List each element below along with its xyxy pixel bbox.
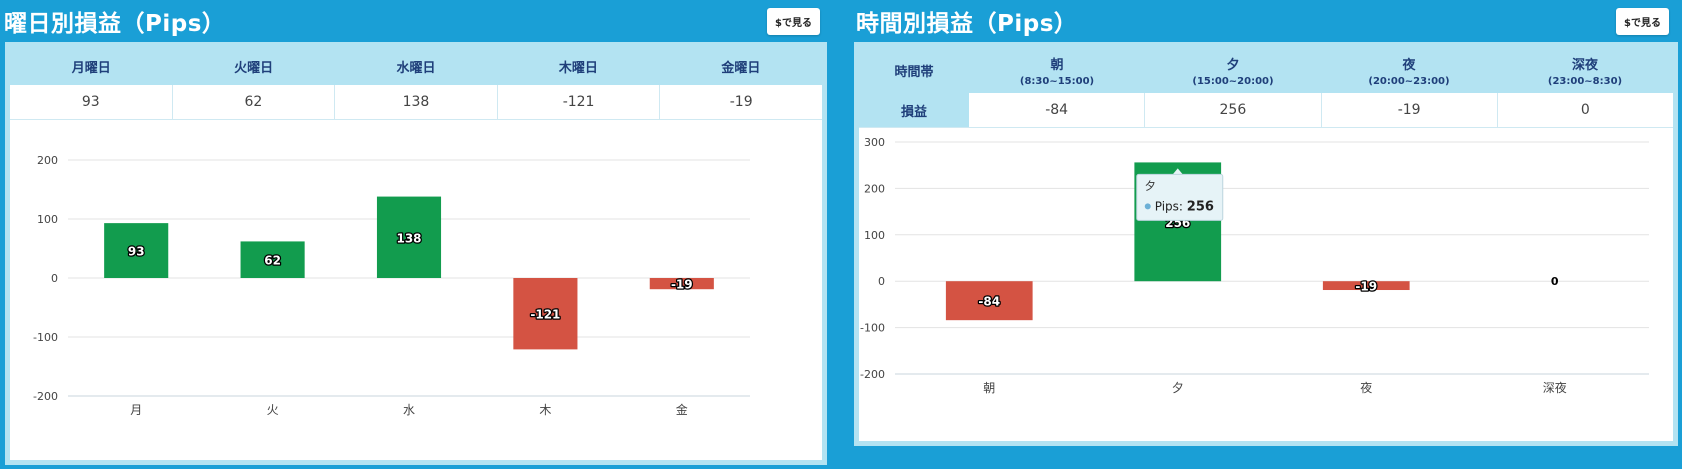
time-tooltip-series: Pips: 256 <box>1155 199 1214 214</box>
time-category-label: 夜 <box>1360 380 1372 395</box>
time-th-morning: 朝 (8:30~15:00) <box>969 47 1145 93</box>
weekday-bar[interactable] <box>376 196 442 278</box>
time-tooltip-marker-icon <box>1144 203 1151 210</box>
time-bar[interactable] <box>945 281 1033 321</box>
weekday-bar[interactable] <box>649 278 714 290</box>
weekday-th-wed: 水曜日 <box>396 60 436 76</box>
weekday-title: 曜日別損益（Pips） <box>4 11 226 37</box>
weekday-category-label: 水 <box>403 403 415 417</box>
time-value-morning: -84 <box>969 93 1146 127</box>
time-th-morning-label: 朝 <box>1050 57 1064 73</box>
time-bar[interactable] <box>1322 281 1410 291</box>
weekday-table-header: 月曜日 火曜日 水曜日 木曜日 金曜日 <box>10 47 822 85</box>
time-value-night: -19 <box>1322 93 1498 127</box>
weekday-category-label: 金 <box>676 402 688 417</box>
time-th-morning-range: (8:30~15:00) <box>1019 75 1095 87</box>
time-table-row: 損益 -84 256 -19 0 <box>859 93 1673 128</box>
time-th-evening-range: (15:00~20:00) <box>1192 75 1274 87</box>
time-tooltip-arrow <box>1172 168 1183 175</box>
weekday-ytick-label: -200 <box>33 390 58 403</box>
time-tooltip: 夕 Pips: 256 <box>1136 168 1224 221</box>
weekday-value-tue: 62 <box>173 85 336 119</box>
time-th-night-label: 夜 <box>1402 57 1416 73</box>
time-tooltip-box <box>1136 173 1224 221</box>
weekday-header: 曜日別損益（Pips） $で見る <box>0 0 830 42</box>
time-th-night-range: (20:00~23:00) <box>1368 75 1450 87</box>
weekday-bar[interactable] <box>240 241 305 278</box>
weekday-data-label: 93 <box>128 245 145 259</box>
weekday-category-label: 木 <box>539 403 551 417</box>
weekday-value-wed: 138 <box>335 85 498 119</box>
weekday-data-label: 138 <box>396 231 421 245</box>
time-th-latenight-range: (23:00~8:30) <box>1547 75 1623 87</box>
weekday-category-label: 火 <box>267 403 279 417</box>
time-tooltip-title: 夕 <box>1145 179 1156 192</box>
time-data-label: -84 <box>978 295 1000 309</box>
time-dollar-button[interactable]: $で見る <box>1616 8 1669 35</box>
weekday-bar[interactable] <box>104 223 169 278</box>
time-value-evening: 256 <box>1145 93 1322 127</box>
time-th-rowhead: 時間帯 <box>894 64 934 80</box>
time-th-latenight: 深夜 (23:00~8:30) <box>1497 47 1673 93</box>
time-category-label: 夕 <box>1172 381 1184 395</box>
weekday-ytick-label: 100 <box>37 213 58 226</box>
time-title: 時間別損益（Pips） <box>856 11 1078 37</box>
time-tooltip-value: 256 <box>1187 199 1214 214</box>
time-ytick-label: 300 <box>864 136 885 149</box>
time-card: 時間帯 朝 (8:30~15:00) 夕 (15:00~20:00) 夜 (20… <box>854 42 1678 446</box>
time-header: 時間別損益（Pips） $で見る <box>852 0 1682 42</box>
time-value-latenight: 0 <box>1580 102 1590 118</box>
weekday-value-thu: -121 <box>498 85 661 119</box>
weekday-chart: 200 100 0 -100 -200 93 月 62 火 138 水 -121 木 -19 金 <box>33 154 750 417</box>
weekday-value-mon: 93 <box>10 85 173 119</box>
weekday-data-label: -121 <box>530 308 560 322</box>
time-th-evening: 夕 (15:00~20:00) <box>1145 47 1321 93</box>
time-row-label: 損益 <box>859 93 969 127</box>
time-ytick-label: 0 <box>878 275 885 288</box>
time-th-latenight-label: 深夜 <box>1571 57 1598 73</box>
time-ytick-label: -200 <box>860 368 885 381</box>
weekday-bar[interactable] <box>513 278 578 350</box>
weekday-ytick-label: 200 <box>37 154 58 167</box>
weekday-data-label: 62 <box>264 254 281 268</box>
time-panel: 時間別損益（Pips） $で見る 時間帯 朝 (8:30~15:00) 夕 (1… <box>852 0 1682 450</box>
weekday-th-fri: 金曜日 <box>721 60 761 76</box>
weekday-panel: 曜日別損益（Pips） $で見る 月曜日 火曜日 水曜日 木曜日 金曜日 93 … <box>0 0 830 469</box>
weekday-table-row: 93 62 138 -121 -19 <box>10 85 822 120</box>
weekday-card: 月曜日 火曜日 水曜日 木曜日 金曜日 93 62 138 -121 -19 2… <box>5 42 827 465</box>
time-th-evening-label: 夕 <box>1226 57 1240 73</box>
weekday-th-mon: 月曜日 <box>71 60 111 76</box>
time-chart: 300 200 100 0 -100 -200 -84 朝 256 夕 -19 夜 0 深夜 夕 Pips: … <box>860 136 1649 395</box>
time-ytick-label: -100 <box>860 322 885 335</box>
weekday-dollar-button[interactable]: $で見る <box>767 8 820 35</box>
time-data-label: -19 <box>1355 280 1377 294</box>
time-ytick-label: 100 <box>864 229 885 242</box>
weekday-th-thu: 木曜日 <box>558 60 598 76</box>
weekday-category-label: 月 <box>130 403 142 417</box>
time-th-night: 夜 (20:00~23:00) <box>1321 47 1497 93</box>
time-category-label: 深夜 <box>1543 380 1567 395</box>
time-category-label: 朝 <box>983 381 995 395</box>
time-ytick-label: 200 <box>864 182 885 195</box>
weekday-data-label: -19 <box>671 278 693 292</box>
weekday-th-tue: 火曜日 <box>234 60 274 76</box>
weekday-value-fri: -19 <box>729 94 753 110</box>
time-table-header: 時間帯 朝 (8:30~15:00) 夕 (15:00~20:00) 夜 (20… <box>859 47 1673 93</box>
weekday-ytick-label: 0 <box>51 272 58 285</box>
weekday-ytick-label: -100 <box>33 331 58 344</box>
time-data-label: 0 <box>1551 275 1559 288</box>
